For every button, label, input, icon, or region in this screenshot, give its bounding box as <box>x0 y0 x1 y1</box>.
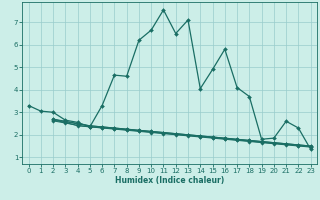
X-axis label: Humidex (Indice chaleur): Humidex (Indice chaleur) <box>115 176 224 185</box>
